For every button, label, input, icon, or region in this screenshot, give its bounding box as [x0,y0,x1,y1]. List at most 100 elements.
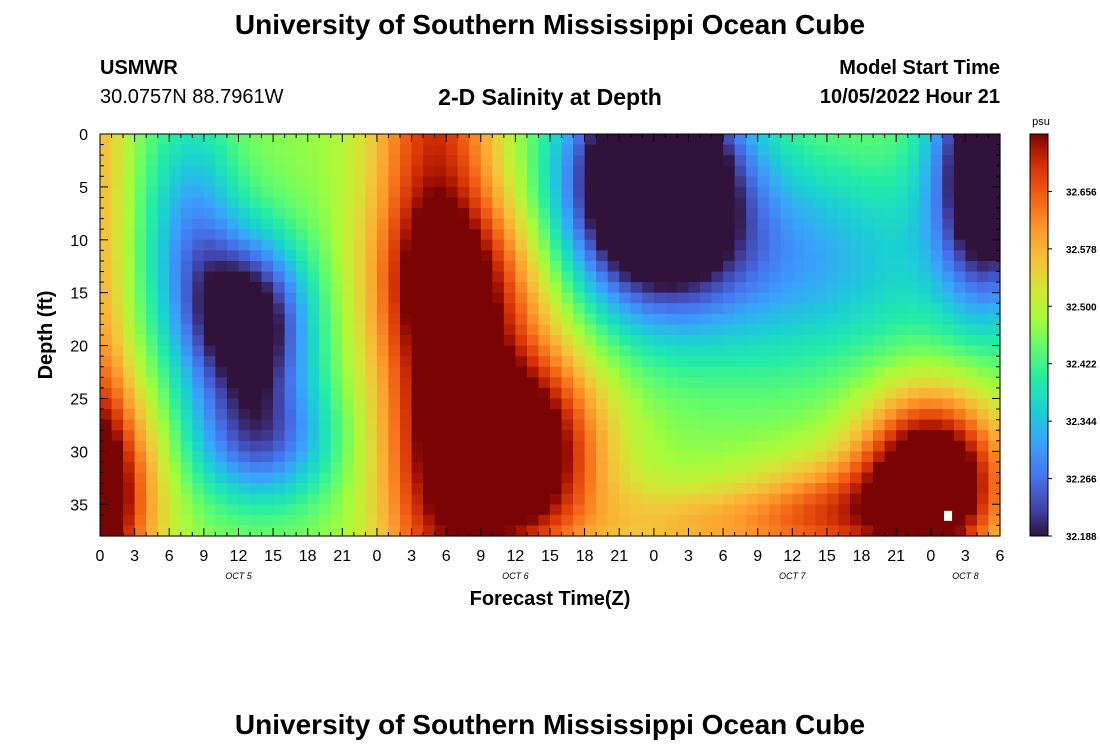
heatmap-cell [815,176,828,188]
heatmap-cell [250,493,263,505]
heatmap-cell [723,324,736,336]
heatmap-cell [619,409,632,421]
heatmap-cell [988,430,1001,442]
heatmap-cell [803,387,816,400]
heatmap-cell [607,250,620,262]
heatmap-cell [757,229,770,241]
heatmap-cell [550,419,563,431]
heatmap-cell [988,282,1001,294]
heatmap-cell [296,398,309,410]
heatmap-cell [942,229,955,241]
heatmap-cell [976,186,990,199]
heatmap-cell [826,134,840,146]
heatmap-cell [365,387,378,400]
heatmap-cell [134,440,147,452]
heatmap-cell [169,186,182,199]
heatmap-cell [642,483,655,495]
heatmap-cell [134,229,147,241]
heatmap-cell [630,451,643,463]
heatmap-cell [319,165,332,177]
heatmap-cell [665,282,678,294]
heatmap-cell [838,461,851,474]
heatmap-cell [746,451,759,463]
heatmap-cell [503,218,516,230]
heatmap-cell [273,165,286,177]
heatmap-cell [492,292,505,304]
heatmap-cell [873,239,886,251]
heatmap-cell [769,229,782,241]
heatmap-cell [700,208,713,220]
heatmap-cell [573,504,586,516]
heatmap-cell [330,430,343,442]
heatmap-cell [596,324,609,336]
heatmap-cell [965,292,978,304]
heatmap-cell [353,271,366,283]
heatmap-cell [769,525,782,537]
heatmap-cell [792,186,805,199]
heatmap-cell [100,250,113,262]
heatmap-cell [388,345,401,357]
heatmap-cell [215,377,228,389]
heatmap-cell [515,335,528,347]
heatmap-cell [884,208,897,220]
heatmap-cell [365,504,378,516]
heatmap-cell [376,483,390,495]
heatmap-cell [619,155,632,167]
heatmap-cell [723,451,736,463]
heatmap-cell [480,292,493,304]
heatmap-cell [919,155,932,167]
heatmap-cell [838,271,851,283]
heatmap-cell [873,229,886,241]
heatmap-cell [630,197,643,209]
heatmap-cell [653,250,666,262]
heatmap-cell [757,282,770,294]
heatmap-cell [838,493,851,505]
heatmap-cell [596,483,609,495]
heatmap-cell [757,218,770,230]
heatmap-cell [734,229,747,241]
heatmap-cell [965,514,978,527]
heatmap-cell [123,239,136,251]
heatmap-cell [838,292,851,304]
heatmap-cell [826,525,840,537]
heatmap-cell [550,186,563,199]
heatmap-cell [942,472,955,484]
heatmap-cell [180,356,193,368]
heatmap-cell [907,419,920,431]
heatmap-cell [330,155,343,167]
heatmap-cell [573,250,586,262]
heatmap-cell [826,419,840,431]
heatmap-cell [711,260,724,273]
heatmap-cell [803,303,816,315]
heatmap-cell [400,250,413,262]
heatmap-cell [896,504,909,516]
heatmap-cell [307,345,320,357]
station-coordinates: 30.0757N 88.7961W [100,86,284,108]
heatmap-cell [653,472,666,484]
heatmap-cell [180,409,193,421]
heatmap-cell [896,271,909,283]
heatmap-cell [492,250,505,262]
heatmap-cell [953,525,966,537]
heatmap-cell [584,472,597,484]
heatmap-cell [619,324,632,336]
heatmap-cell [203,271,216,283]
heatmap-cell [342,208,355,220]
heatmap-cell [896,324,909,336]
heatmap-cell [734,176,747,188]
heatmap-cell [884,313,897,326]
heatmap-cell [411,366,424,378]
heatmap-cell [826,440,840,452]
heatmap-cell [757,197,770,209]
heatmap-cell [700,165,713,177]
heatmap-cell [411,335,424,347]
heatmap-cell [838,303,851,315]
heatmap-cell [192,345,205,357]
heatmap-cell [434,165,447,177]
heatmap-cell [376,313,390,326]
heatmap-cell [792,440,805,452]
heatmap-cell [215,525,228,537]
heatmap-cell [561,271,574,283]
heatmap-cell [619,493,632,505]
heatmap-cell [653,430,666,442]
